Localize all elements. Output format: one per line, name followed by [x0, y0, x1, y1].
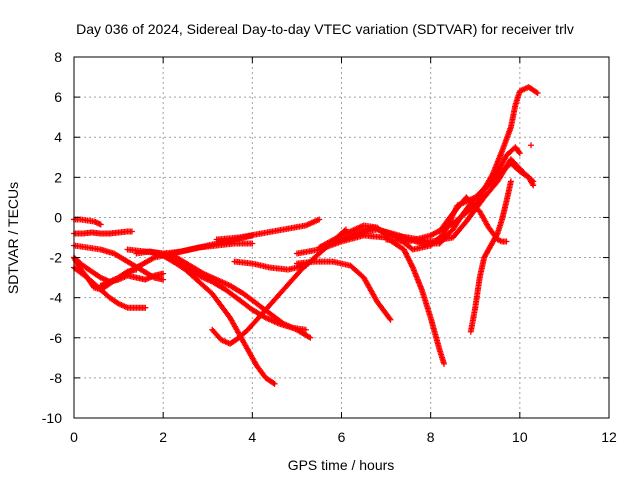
series-track	[213, 216, 323, 243]
data-point	[503, 238, 510, 245]
y-tick-label: -10	[42, 410, 62, 426]
data-point	[387, 316, 394, 323]
y-axis-label: SDTVAR / TECUs	[5, 182, 21, 294]
series-track	[71, 228, 135, 237]
series-track	[133, 248, 278, 387]
data-point	[271, 380, 278, 387]
data-point	[529, 181, 536, 188]
x-axis-label: GPS time / hours	[288, 457, 395, 473]
x-tick-label: 6	[338, 429, 346, 445]
series-track	[383, 84, 541, 245]
chart-title: Day 036 of 2024, Sidereal Day-to-day VTE…	[76, 21, 574, 37]
series-track	[124, 240, 256, 257]
data-point	[516, 150, 523, 157]
grid	[74, 57, 609, 418]
x-tick-label: 4	[248, 429, 256, 445]
series-track	[293, 232, 448, 367]
data-point	[530, 182, 537, 189]
series-track	[71, 216, 104, 228]
y-tick-label: -4	[50, 290, 63, 306]
y-tick-label: 8	[54, 49, 62, 65]
data-point	[386, 315, 393, 322]
data-point	[493, 231, 500, 238]
series-track	[293, 258, 394, 323]
y-tick-label: -6	[50, 330, 63, 346]
series-track	[231, 258, 309, 273]
data-point	[534, 90, 541, 97]
data-point	[515, 149, 522, 156]
data-points	[71, 84, 541, 387]
x-tick-label: 12	[601, 429, 617, 445]
x-axis-ticks: 0 2 4 6 8 10 12	[70, 57, 617, 445]
data-point	[533, 89, 540, 96]
x-tick-label: 8	[427, 429, 435, 445]
data-point	[527, 142, 534, 149]
data-point	[97, 221, 104, 228]
y-tick-label: -8	[50, 370, 63, 386]
x-tick-label: 10	[512, 429, 528, 445]
y-tick-label: 6	[54, 89, 62, 105]
data-point	[160, 270, 167, 277]
y-tick-label: 4	[54, 129, 62, 145]
data-point	[128, 228, 135, 235]
series-track	[527, 142, 534, 149]
data-point	[307, 334, 314, 341]
y-tick-label: -2	[50, 250, 63, 266]
data-point	[507, 178, 514, 185]
data-point	[305, 333, 312, 340]
x-tick-label: 2	[159, 429, 167, 445]
data-point	[249, 240, 256, 247]
data-point	[270, 380, 277, 387]
data-point	[441, 360, 448, 367]
data-point	[149, 273, 156, 280]
y-tick-label: 0	[54, 209, 62, 225]
y-axis-ticks: -10 -8 -6 -4 -2 0 2 4 6 8	[42, 49, 609, 426]
y-tick-label: 2	[54, 169, 62, 185]
data-point	[160, 276, 167, 283]
data-point	[316, 216, 323, 223]
series-track	[436, 194, 510, 245]
data-point	[302, 326, 309, 333]
x-tick-label: 0	[70, 429, 78, 445]
series-track	[467, 178, 514, 335]
data-point	[142, 304, 149, 311]
